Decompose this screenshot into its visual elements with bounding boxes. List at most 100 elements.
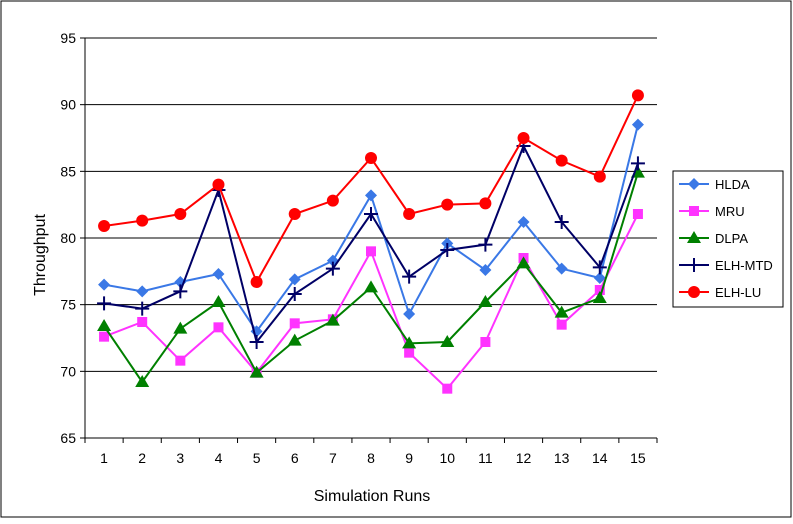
x-tick-label-3: 3 bbox=[176, 450, 184, 466]
point-elh-mtd-9 bbox=[402, 269, 417, 284]
point-mru-3 bbox=[175, 355, 186, 366]
legend-marker-dlpa bbox=[687, 231, 701, 243]
point-elh-lu-13 bbox=[555, 154, 568, 167]
x-tick-label-9: 9 bbox=[405, 450, 413, 466]
point-dlpa-7 bbox=[325, 313, 340, 326]
point-mru-11 bbox=[480, 337, 491, 347]
legend: HLDA MRU DLPA ELH-MTD ELH-LU bbox=[672, 170, 784, 308]
series-group bbox=[97, 89, 645, 394]
series-elh-mtd bbox=[97, 139, 645, 349]
legend-marker-mru bbox=[689, 206, 699, 216]
x-axis-title: Simulation Runs bbox=[314, 488, 431, 505]
point-mru-8 bbox=[366, 246, 376, 257]
legend-marker-elh-mtd bbox=[687, 258, 701, 272]
point-hlda-12 bbox=[517, 216, 530, 228]
point-dlpa-13 bbox=[554, 305, 569, 318]
y-tick-label-75: 75 bbox=[60, 297, 76, 313]
point-elh-mtd-2 bbox=[135, 301, 150, 316]
point-mru-1 bbox=[99, 331, 110, 342]
legend-item-hlda: HLDA bbox=[679, 177, 750, 192]
point-dlpa-12 bbox=[516, 256, 531, 269]
legend-marker-elh-lu bbox=[688, 286, 700, 298]
legend-item-dlpa: DLPA bbox=[679, 231, 748, 246]
x-tick-label-7: 7 bbox=[329, 450, 337, 466]
series-dlpa bbox=[97, 165, 645, 387]
point-elh-mtd-11 bbox=[478, 237, 493, 252]
y-tick-label-85: 85 bbox=[60, 163, 76, 179]
x-tick-label-8: 8 bbox=[367, 450, 375, 466]
legend-label-elh-lu: ELH-LU bbox=[715, 285, 761, 300]
point-elh-lu-2 bbox=[136, 214, 149, 227]
point-dlpa-4 bbox=[211, 295, 226, 307]
y-tick-label-95: 95 bbox=[60, 30, 76, 46]
point-mru-6 bbox=[289, 318, 300, 329]
point-elh-lu-10 bbox=[441, 198, 454, 211]
point-elh-mtd-10 bbox=[440, 243, 455, 257]
point-elh-mtd-15 bbox=[630, 156, 645, 171]
point-hlda-11 bbox=[479, 264, 492, 276]
x-tick-label-11: 11 bbox=[478, 450, 493, 466]
x-tick-label-5: 5 bbox=[253, 450, 261, 466]
point-mru-14 bbox=[594, 285, 605, 295]
point-mru-10 bbox=[442, 383, 453, 394]
legend-marker-hlda bbox=[688, 178, 700, 190]
point-hlda-6 bbox=[288, 273, 301, 286]
point-mru-15 bbox=[632, 209, 643, 219]
y-tick-label-90: 90 bbox=[60, 97, 76, 113]
point-elh-lu-15 bbox=[631, 89, 644, 102]
x-tick-label-2: 2 bbox=[138, 450, 146, 466]
point-elh-mtd-5 bbox=[249, 335, 264, 349]
point-elh-mtd-14 bbox=[592, 260, 607, 275]
point-dlpa-14 bbox=[592, 291, 607, 303]
point-hlda-4 bbox=[212, 268, 225, 280]
point-mru-13 bbox=[556, 319, 567, 330]
point-elh-lu-1 bbox=[98, 220, 111, 232]
point-mru-4 bbox=[213, 322, 224, 333]
x-tick-label-10: 10 bbox=[439, 450, 455, 466]
point-dlpa-9 bbox=[402, 336, 417, 349]
point-hlda-15 bbox=[631, 118, 644, 131]
point-hlda-13 bbox=[555, 262, 568, 275]
point-elh-lu-3 bbox=[174, 208, 187, 220]
point-elh-lu-12 bbox=[517, 132, 530, 144]
x-tick-label-15: 15 bbox=[630, 450, 646, 466]
x-tick-label-13: 13 bbox=[554, 450, 570, 466]
series-hlda bbox=[98, 118, 644, 338]
point-elh-mtd-3 bbox=[173, 284, 188, 299]
legend-label-elh-mtd: ELH-MTD bbox=[715, 258, 773, 273]
point-elh-lu-11 bbox=[479, 197, 492, 210]
point-dlpa-1 bbox=[97, 319, 112, 331]
point-elh-lu-7 bbox=[326, 194, 339, 207]
x-tick-label-12: 12 bbox=[516, 450, 532, 466]
point-elh-lu-14 bbox=[593, 170, 606, 183]
x-tick-label-1: 1 bbox=[100, 450, 108, 466]
point-dlpa-3 bbox=[173, 321, 188, 334]
y-tick-label-80: 80 bbox=[60, 230, 76, 246]
point-elh-lu-6 bbox=[288, 208, 301, 220]
point-elh-mtd-7 bbox=[325, 261, 340, 276]
point-dlpa-11 bbox=[478, 295, 493, 307]
point-hlda-2 bbox=[136, 285, 149, 298]
point-elh-mtd-8 bbox=[364, 207, 378, 221]
point-hlda-9 bbox=[403, 308, 416, 320]
legend-item-elh-lu: ELH-LU bbox=[679, 285, 761, 300]
x-tick-label-6: 6 bbox=[291, 450, 299, 466]
point-dlpa-5 bbox=[249, 365, 264, 378]
point-elh-mtd-13 bbox=[554, 215, 569, 229]
y-tick-label-70: 70 bbox=[60, 363, 76, 379]
y-axis-title: Throughput bbox=[32, 214, 49, 296]
legend-label-hlda: HLDA bbox=[715, 177, 750, 192]
point-elh-lu-4 bbox=[212, 178, 225, 191]
point-dlpa-2 bbox=[135, 375, 150, 387]
legend-label-dlpa: DLPA bbox=[715, 231, 748, 246]
point-elh-lu-5 bbox=[250, 276, 263, 288]
point-elh-mtd-1 bbox=[97, 296, 112, 311]
point-hlda-1 bbox=[98, 278, 111, 291]
point-elh-lu-9 bbox=[403, 208, 416, 220]
legend-label-mru: MRU bbox=[715, 204, 745, 219]
y-tick-label-65: 65 bbox=[60, 430, 76, 446]
